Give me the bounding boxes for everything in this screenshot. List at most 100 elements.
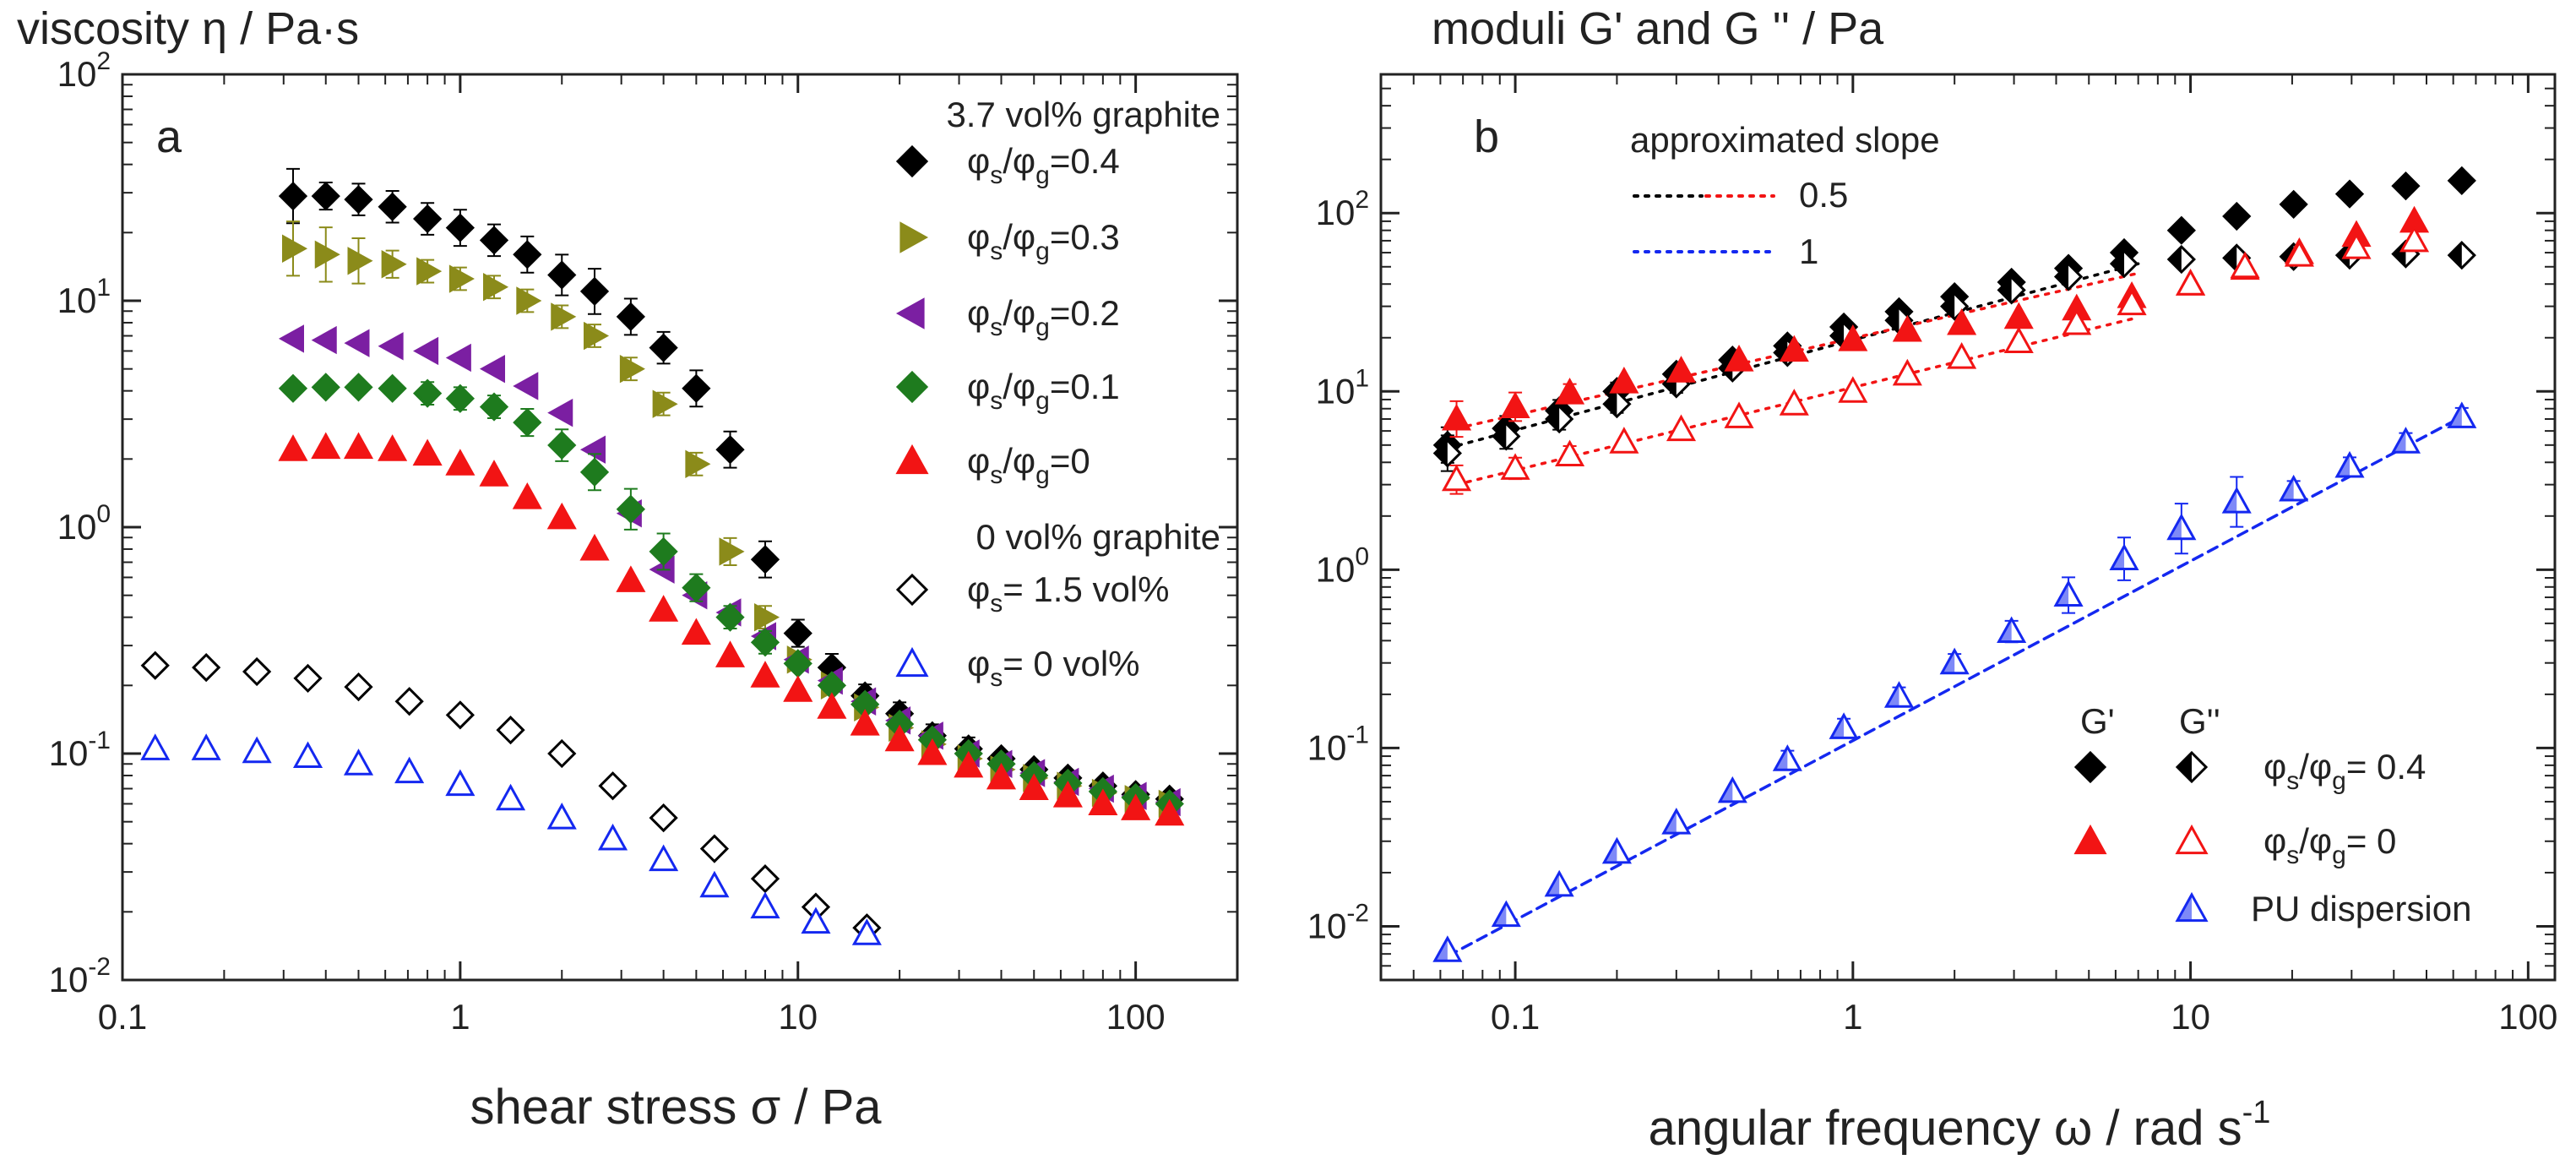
slope-legend-label-1: 1 — [1799, 231, 1818, 271]
y-tick-label-base-0-4: 10 — [57, 54, 97, 94]
x-axis-label-b: angular frequency ω / rad s-1 — [1649, 1095, 2271, 1156]
y-tick-label-exp-0-1: -1 — [88, 727, 111, 754]
series-0-6 — [140, 733, 882, 945]
legend-group-title-a-1: 0 vol% graphite — [976, 517, 1220, 557]
data-point-0-5-6 — [445, 700, 475, 730]
data-point-0-2-4 — [413, 336, 439, 366]
data-point-1-2-6 — [1779, 335, 1809, 362]
y-tick-label-base-0-2: 10 — [57, 507, 97, 547]
legend-label-a-2-part-2: /φ — [1003, 293, 1035, 333]
data-point-0-3-4 — [413, 378, 443, 408]
x-tick-label-1-3: 100 — [2498, 997, 2557, 1037]
data-point-0-5-7 — [496, 716, 525, 745]
data-point-0-2-1 — [311, 325, 337, 355]
data-point-0-2-9 — [579, 435, 606, 464]
data-point-0-0-8 — [547, 260, 577, 290]
data-point-1-1-11-half — [2056, 264, 2069, 290]
legend-label-a-1: φs/φg=0.3 — [967, 217, 1120, 265]
data-point-0-3-11 — [649, 536, 678, 567]
data-point-0-0-12 — [682, 373, 711, 403]
y-tick-label-0-3: 101 — [57, 274, 111, 320]
data-point-0-5-4 — [344, 672, 373, 702]
legend-label-a-6: φs= 0 vol% — [967, 644, 1140, 692]
data-point-1-4-18-half — [2448, 404, 2462, 427]
series-0-3 — [278, 373, 1184, 819]
legend-label-a-5-part-4: = 1.5 vol% — [1003, 569, 1169, 609]
data-point-0-4-2 — [343, 432, 374, 460]
legend-label-b-0: φs/φg= 0.4 — [2264, 747, 2426, 795]
legend-marker-b-gpp-0-half — [2177, 753, 2192, 781]
data-point-0-1-1 — [314, 240, 340, 269]
data-point-0-3-2 — [344, 373, 373, 402]
data-point-0-5-8 — [547, 738, 577, 769]
data-point-0-3-3 — [378, 373, 407, 403]
data-point-0-1-10 — [619, 354, 645, 384]
data-point-0-4-5 — [445, 449, 476, 476]
legend-marker-a-3 — [895, 370, 929, 404]
data-point-1-3-0 — [1442, 464, 1472, 492]
slope-legend-title: approximated slope — [1630, 120, 1940, 160]
legend-label-a-2-part-4: =0.2 — [1050, 293, 1120, 333]
data-point-1-3-3 — [1609, 427, 1639, 454]
data-point-0-0-1 — [311, 181, 340, 211]
legend-header-gp: G' — [2080, 701, 2115, 741]
legend-label-a-6-part-0: φ — [967, 644, 990, 683]
data-point-1-4-6-half — [1774, 747, 1788, 770]
data-point-0-6-0 — [140, 733, 171, 760]
data-point-0-3-1 — [311, 373, 340, 402]
data-point-0-3-0 — [278, 373, 308, 403]
data-point-1-3-17 — [2399, 225, 2430, 253]
legend-label-b-0-part-4: = 0.4 — [2346, 747, 2427, 787]
data-point-0-6-1 — [191, 733, 221, 760]
data-point-1-4-3-half — [1604, 839, 1617, 863]
data-point-1-0-13 — [2166, 215, 2196, 245]
data-point-0-3-10 — [616, 494, 645, 524]
legend-label-b-0-part-1: s — [2286, 767, 2299, 795]
data-point-0-4-1 — [311, 432, 341, 460]
plot-area-b — [1379, 73, 2557, 982]
x-axis-label-a: shear stress σ / Pa — [470, 1080, 882, 1135]
data-point-0-4-12 — [681, 618, 711, 645]
data-point-1-1-0-half — [1434, 440, 1448, 466]
series-b — [1432, 166, 2477, 962]
legend-label-a-1-part-0: φ — [967, 217, 990, 257]
data-point-1-4-1-half — [1493, 902, 1507, 926]
y-tick-label-base-1-3: 10 — [1316, 371, 1356, 411]
data-point-0-1-2 — [347, 247, 373, 275]
legend-marker-a-6 — [895, 646, 929, 678]
legend-marker-a-4 — [895, 444, 929, 475]
y-tick-label-1-3: 101 — [1316, 364, 1369, 411]
data-point-1-0-17 — [2391, 171, 2421, 201]
data-point-0-1-8 — [551, 302, 577, 331]
legend-label-a-2-part-3: g — [1035, 313, 1050, 341]
data-point-0-2-2 — [344, 329, 370, 357]
legend-label-a-3-part-0: φ — [967, 367, 990, 406]
data-point-1-3-5 — [1724, 401, 1754, 428]
data-point-0-6-4 — [343, 749, 374, 776]
data-point-0-6-13 — [801, 906, 831, 934]
x-axis-label-b-sup: -1 — [2242, 1095, 2271, 1130]
data-point-0-4-7 — [512, 482, 542, 509]
series-1-4 — [1432, 401, 2477, 962]
data-point-1-3-6 — [1779, 389, 1809, 416]
legend-marker-b-gpp-1 — [2175, 824, 2209, 855]
data-point-1-4-16-half — [2336, 453, 2350, 476]
data-point-0-3-7 — [513, 407, 542, 438]
legend-label-a-3: φs/φg=0.1 — [967, 367, 1120, 415]
y-tick-label-0-4: 102 — [57, 47, 111, 94]
legend-label-b-2-part-0: PU dispersion — [2251, 889, 2471, 928]
data-point-1-4-7-half — [1831, 715, 1845, 738]
data-point-1-3-13 — [2176, 269, 2206, 296]
data-point-0-1-5 — [448, 264, 475, 293]
legend-header-gpp: G'' — [2179, 701, 2220, 741]
series-0-0 — [278, 167, 1184, 814]
legend-label-a-0-part-4: =0.4 — [1050, 141, 1120, 181]
data-point-0-2-5 — [445, 343, 471, 373]
data-point-0-0-0 — [278, 181, 308, 211]
legend-label-a-3-part-3: g — [1035, 387, 1050, 415]
chart-title-b: moduli G' and G '' / Pa — [1432, 3, 1884, 54]
data-point-1-4-14-half — [2224, 489, 2237, 513]
data-point-1-1-14-half — [2224, 245, 2237, 271]
y-tick-label-0-0: 10-2 — [49, 953, 111, 999]
